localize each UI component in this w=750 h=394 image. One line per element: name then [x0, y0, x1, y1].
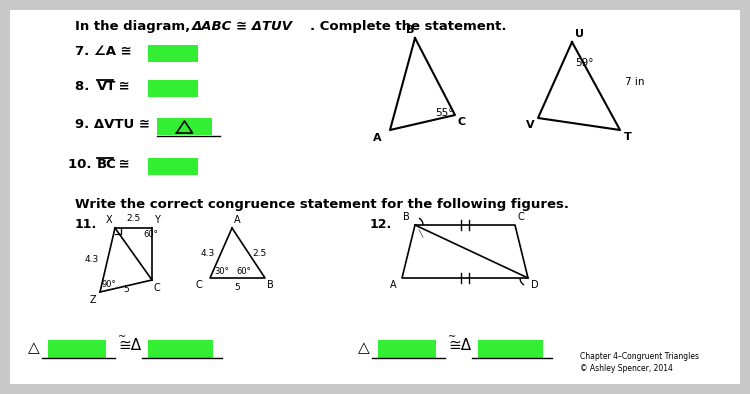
Text: B: B — [406, 25, 414, 35]
Text: △: △ — [358, 340, 370, 355]
Text: VT: VT — [97, 80, 116, 93]
Text: 4.3: 4.3 — [85, 255, 99, 264]
Text: 9. ΔVTU ≅: 9. ΔVTU ≅ — [75, 118, 150, 131]
Text: A: A — [234, 215, 241, 225]
FancyBboxPatch shape — [148, 45, 198, 62]
Text: B: B — [267, 280, 274, 290]
Text: Chapter 4–Congruent Triangles
© Ashley Spencer, 2014: Chapter 4–Congruent Triangles © Ashley S… — [580, 352, 699, 373]
Text: ≅Δ: ≅Δ — [118, 338, 141, 353]
Text: V: V — [526, 120, 535, 130]
Text: C: C — [195, 280, 202, 290]
Text: 59°: 59° — [575, 58, 593, 68]
Text: 5: 5 — [123, 285, 129, 294]
Text: In the diagram,: In the diagram, — [75, 20, 195, 33]
Text: 4.3: 4.3 — [201, 249, 215, 258]
Text: △: △ — [28, 340, 40, 355]
Text: ~: ~ — [448, 332, 456, 342]
Text: 8.: 8. — [75, 80, 94, 93]
Text: X: X — [105, 215, 112, 225]
FancyBboxPatch shape — [10, 10, 740, 384]
Text: 11.: 11. — [75, 218, 98, 231]
Text: BC: BC — [97, 158, 117, 171]
Text: . Complete the statement.: . Complete the statement. — [310, 20, 506, 33]
FancyBboxPatch shape — [378, 340, 436, 358]
Text: 2.5: 2.5 — [126, 214, 141, 223]
Text: 10.: 10. — [68, 158, 96, 171]
FancyBboxPatch shape — [148, 340, 213, 358]
FancyBboxPatch shape — [478, 340, 543, 358]
Text: Y: Y — [154, 215, 160, 225]
Text: C: C — [458, 117, 466, 127]
FancyBboxPatch shape — [148, 80, 198, 97]
Text: ~: ~ — [118, 332, 126, 342]
Text: ╲: ╲ — [418, 230, 422, 238]
Text: Write the correct congruence statement for the following figures.: Write the correct congruence statement f… — [75, 198, 569, 211]
Text: 55°: 55° — [435, 108, 454, 118]
Text: U: U — [575, 29, 584, 39]
Text: 7. ∠A ≅: 7. ∠A ≅ — [75, 45, 132, 58]
FancyBboxPatch shape — [157, 118, 212, 135]
Text: 60°: 60° — [236, 267, 251, 276]
Text: C: C — [154, 283, 160, 293]
Text: ≅Δ: ≅Δ — [448, 338, 471, 353]
Text: 2.5: 2.5 — [253, 249, 267, 258]
FancyBboxPatch shape — [148, 158, 198, 175]
Text: B: B — [404, 212, 410, 222]
Text: 12.: 12. — [370, 218, 392, 231]
Text: ≅: ≅ — [114, 80, 130, 93]
Text: 7 in: 7 in — [625, 77, 644, 87]
Text: ΔABC ≅ ΔTUV: ΔABC ≅ ΔTUV — [192, 20, 293, 33]
Text: Z: Z — [89, 295, 96, 305]
Text: D: D — [531, 280, 538, 290]
Text: A: A — [374, 133, 382, 143]
Text: 90°: 90° — [102, 280, 117, 289]
Text: 30°: 30° — [214, 267, 229, 276]
FancyBboxPatch shape — [48, 340, 106, 358]
Text: 60°: 60° — [143, 230, 158, 239]
Text: C: C — [518, 212, 525, 222]
Text: T: T — [624, 132, 632, 142]
Text: A: A — [390, 280, 397, 290]
Text: 5: 5 — [235, 283, 240, 292]
Text: ≅: ≅ — [114, 158, 130, 171]
